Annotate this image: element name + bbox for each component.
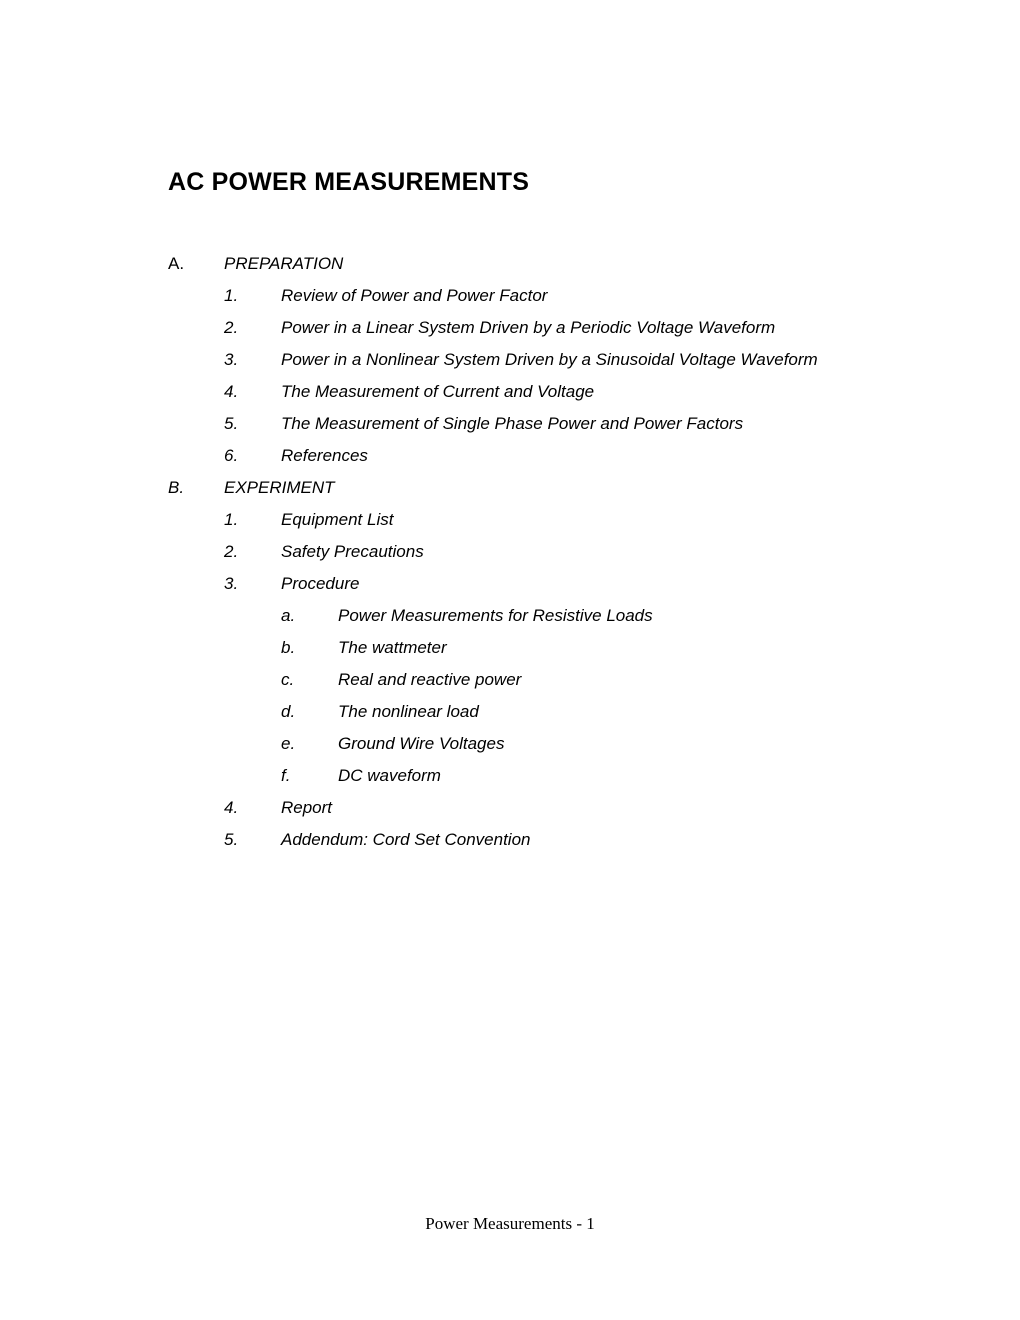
outline-subitem: b.The wattmeter xyxy=(168,639,930,656)
subitem-marker: e. xyxy=(281,735,338,752)
item-marker: 4. xyxy=(224,799,281,816)
section-marker: B. xyxy=(168,479,224,496)
section-label: EXPERIMENT xyxy=(224,479,335,496)
section-heading: B.EXPERIMENT xyxy=(168,479,930,496)
subitem-label: DC waveform xyxy=(338,767,441,784)
outline-subitem: d.The nonlinear load xyxy=(168,703,930,720)
item-label: Addendum: Cord Set Convention xyxy=(281,831,531,848)
subitem-label: The wattmeter xyxy=(338,639,447,656)
item-marker: 3. xyxy=(224,351,281,368)
outline-item: 4.Report xyxy=(168,799,930,816)
subitem-label: The nonlinear load xyxy=(338,703,479,720)
outline-item: 6.References xyxy=(168,447,930,464)
item-label: References xyxy=(281,447,368,464)
item-label: Review of Power and Power Factor xyxy=(281,287,547,304)
item-marker: 3. xyxy=(224,575,281,592)
item-marker: 5. xyxy=(224,831,281,848)
outline-item: 1.Equipment List xyxy=(168,511,930,528)
subitem-marker: a. xyxy=(281,607,338,624)
outline-subitem: c.Real and reactive power xyxy=(168,671,930,688)
section-heading: A.PREPARATION xyxy=(168,255,930,272)
item-marker: 2. xyxy=(224,319,281,336)
item-label: Report xyxy=(281,799,332,816)
item-label: Power in a Linear System Driven by a Per… xyxy=(281,319,775,336)
outline-item: 3.Procedure xyxy=(168,575,930,592)
subitem-marker: f. xyxy=(281,767,338,784)
outline-item: 5.The Measurement of Single Phase Power … xyxy=(168,415,930,432)
item-marker: 6. xyxy=(224,447,281,464)
item-marker: 1. xyxy=(224,511,281,528)
item-marker: 4. xyxy=(224,383,281,400)
outline-subitem: f.DC waveform xyxy=(168,767,930,784)
outline-item: 2.Power in a Linear System Driven by a P… xyxy=(168,319,930,336)
outline-subitem: e.Ground Wire Voltages xyxy=(168,735,930,752)
outline-item: 3.Power in a Nonlinear System Driven by … xyxy=(168,351,930,368)
item-label: Power in a Nonlinear System Driven by a … xyxy=(281,351,818,368)
subitem-marker: c. xyxy=(281,671,338,688)
document-title: AC POWER MEASUREMENTS xyxy=(168,168,930,197)
item-marker: 2. xyxy=(224,543,281,560)
section-marker: A. xyxy=(168,255,224,272)
item-label: Equipment List xyxy=(281,511,393,528)
outline-container: A.PREPARATION1.Review of Power and Power… xyxy=(168,255,930,848)
outline-item: 5.Addendum: Cord Set Convention xyxy=(168,831,930,848)
outline-item: 4.The Measurement of Current and Voltage xyxy=(168,383,930,400)
outline-item: 1.Review of Power and Power Factor xyxy=(168,287,930,304)
subitem-marker: d. xyxy=(281,703,338,720)
page-footer: Power Measurements - 1 xyxy=(0,1214,1020,1234)
item-label: The Measurement of Single Phase Power an… xyxy=(281,415,743,432)
subitem-marker: b. xyxy=(281,639,338,656)
document-page: AC POWER MEASUREMENTS A.PREPARATION1.Rev… xyxy=(0,0,1020,848)
section-label: PREPARATION xyxy=(224,255,343,272)
item-marker: 5. xyxy=(224,415,281,432)
item-label: Procedure xyxy=(281,575,359,592)
outline-subitem: a.Power Measurements for Resistive Loads xyxy=(168,607,930,624)
subitem-label: Power Measurements for Resistive Loads xyxy=(338,607,653,624)
item-label: The Measurement of Current and Voltage xyxy=(281,383,594,400)
subitem-label: Ground Wire Voltages xyxy=(338,735,504,752)
outline-item: 2.Safety Precautions xyxy=(168,543,930,560)
item-label: Safety Precautions xyxy=(281,543,424,560)
subitem-label: Real and reactive power xyxy=(338,671,521,688)
item-marker: 1. xyxy=(224,287,281,304)
